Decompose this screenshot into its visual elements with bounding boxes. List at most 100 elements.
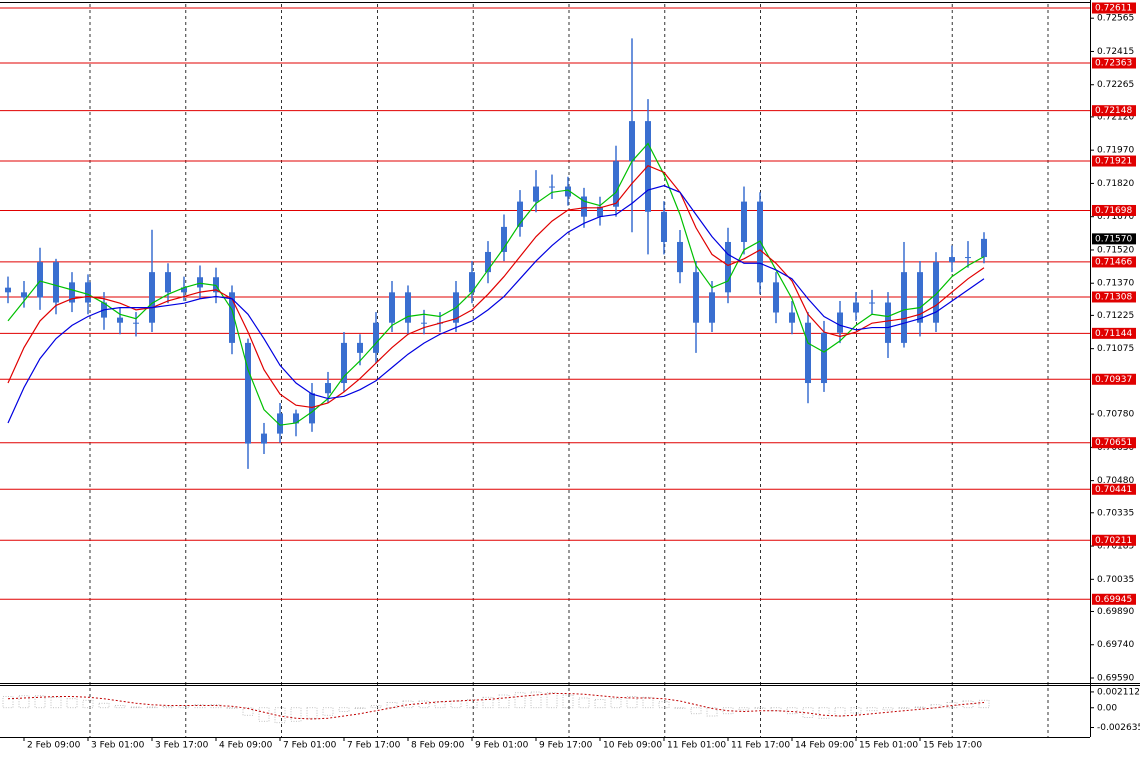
x-tick-label: 7 Feb 01:00 [283,741,337,751]
candle-body [421,322,427,324]
osc-bar [386,702,398,709]
candle-body [597,206,603,217]
osc-bar [258,707,270,722]
candle-body [53,262,59,303]
level-label-box [1092,155,1136,167]
y-tick-label: 0.69590 [1097,674,1134,684]
candle-body [549,186,555,188]
candle-body [197,277,203,288]
level-label-box [1092,105,1136,117]
osc-bar [34,695,46,709]
candle-body [837,312,843,333]
y-tick-label: 0.70480 [1097,476,1134,486]
level-label: 0.72363 [1095,58,1132,68]
candle-body [565,186,571,197]
y-tick-label: 0.70780 [1097,410,1134,420]
candle-body [901,272,907,343]
y-tick-label: 0.70035 [1097,575,1134,585]
y-tick-label: 0.69890 [1097,607,1134,617]
candle-body [533,186,539,202]
candle-body [69,282,75,303]
level-label: 0.72611 [1095,3,1132,13]
last-price-label: 0.71570 [1095,234,1132,244]
y-tick-label: 0.72415 [1097,47,1134,57]
x-tick-label: 7 Feb 17:00 [347,741,401,751]
osc-bar [818,707,830,719]
candle-body [933,262,939,323]
level-label: 0.70441 [1095,485,1132,495]
x-tick-label: 2 Feb 09:00 [27,741,81,751]
candle-body [37,262,43,298]
candle-body [485,251,491,273]
candle-body [21,292,27,298]
x-tick-label: 14 Feb 09:00 [795,741,854,751]
candle-body [821,332,827,384]
candle-body [325,383,331,394]
level-label-box [1092,256,1136,268]
osc-bar [114,705,126,709]
x-tick-label: 3 Feb 17:00 [155,741,209,751]
osc-bar [306,707,318,719]
moving-average [7,142,985,426]
candle-body [165,272,171,293]
candle-body [245,342,251,444]
level-label: 0.71698 [1095,206,1132,216]
y-tick-label: 0.71820 [1097,179,1134,189]
level-label: 0.71466 [1095,257,1132,267]
osc-bar [882,707,894,711]
osc-bar [498,694,510,709]
candle-body [629,121,635,162]
candle-body [501,226,507,252]
osc-bar [546,692,558,709]
osc-bar [450,700,462,709]
candle-body [277,413,283,434]
level-label-box [1092,291,1136,303]
osc-bar [850,707,862,714]
y-tick-label: 0.71970 [1097,146,1134,156]
candle-body [389,292,395,323]
y-tick-label: 0.72265 [1097,80,1134,90]
level-label: 0.72148 [1095,106,1132,116]
candle-body [581,196,587,217]
moving-average [7,185,985,424]
osc-bar [82,699,94,709]
osc-bar [130,706,142,709]
candle-body [133,322,139,324]
osc-bar [866,707,878,712]
osc-bar [482,696,494,709]
osc-bar [754,707,766,709]
osc-bar [98,702,110,709]
candle-body [149,272,155,323]
y-tick-label: 0.72565 [1097,14,1134,24]
osc-bar [2,696,14,709]
y-tick-label: 0.70335 [1097,508,1134,518]
level-label: 0.71144 [1095,329,1132,339]
x-tick-label: 11 Feb 17:00 [731,741,790,751]
osc-bar [642,696,654,709]
candle-body [341,342,347,384]
x-tick-label: 15 Feb 17:00 [923,741,982,751]
candle-body [949,257,955,263]
candle-body [293,413,299,424]
candle-body [805,322,811,384]
x-tick-label: 9 Feb 17:00 [539,741,593,751]
osc-bar [898,707,910,709]
level-label-box [1092,593,1136,605]
osc-bar [66,698,78,709]
candle-body [261,433,267,444]
y-tick-label: 0.71225 [1097,311,1134,321]
osc-bar [802,707,814,718]
candle-body [181,287,187,293]
level-label: 0.69945 [1095,595,1132,605]
x-tick-label: 8 Feb 09:00 [411,741,465,751]
x-tick-label: 3 Feb 01:00 [91,741,145,751]
osc-bar [146,706,158,709]
osc-bar [562,694,574,709]
y-tick-label: 0.71670 [1097,212,1134,222]
osc-bar [50,696,62,709]
level-label: 0.70651 [1095,438,1132,448]
y-tick-label: 0.71075 [1097,344,1134,354]
osc-bar [370,705,382,709]
candle-body [357,342,363,353]
candle-body [853,302,859,313]
